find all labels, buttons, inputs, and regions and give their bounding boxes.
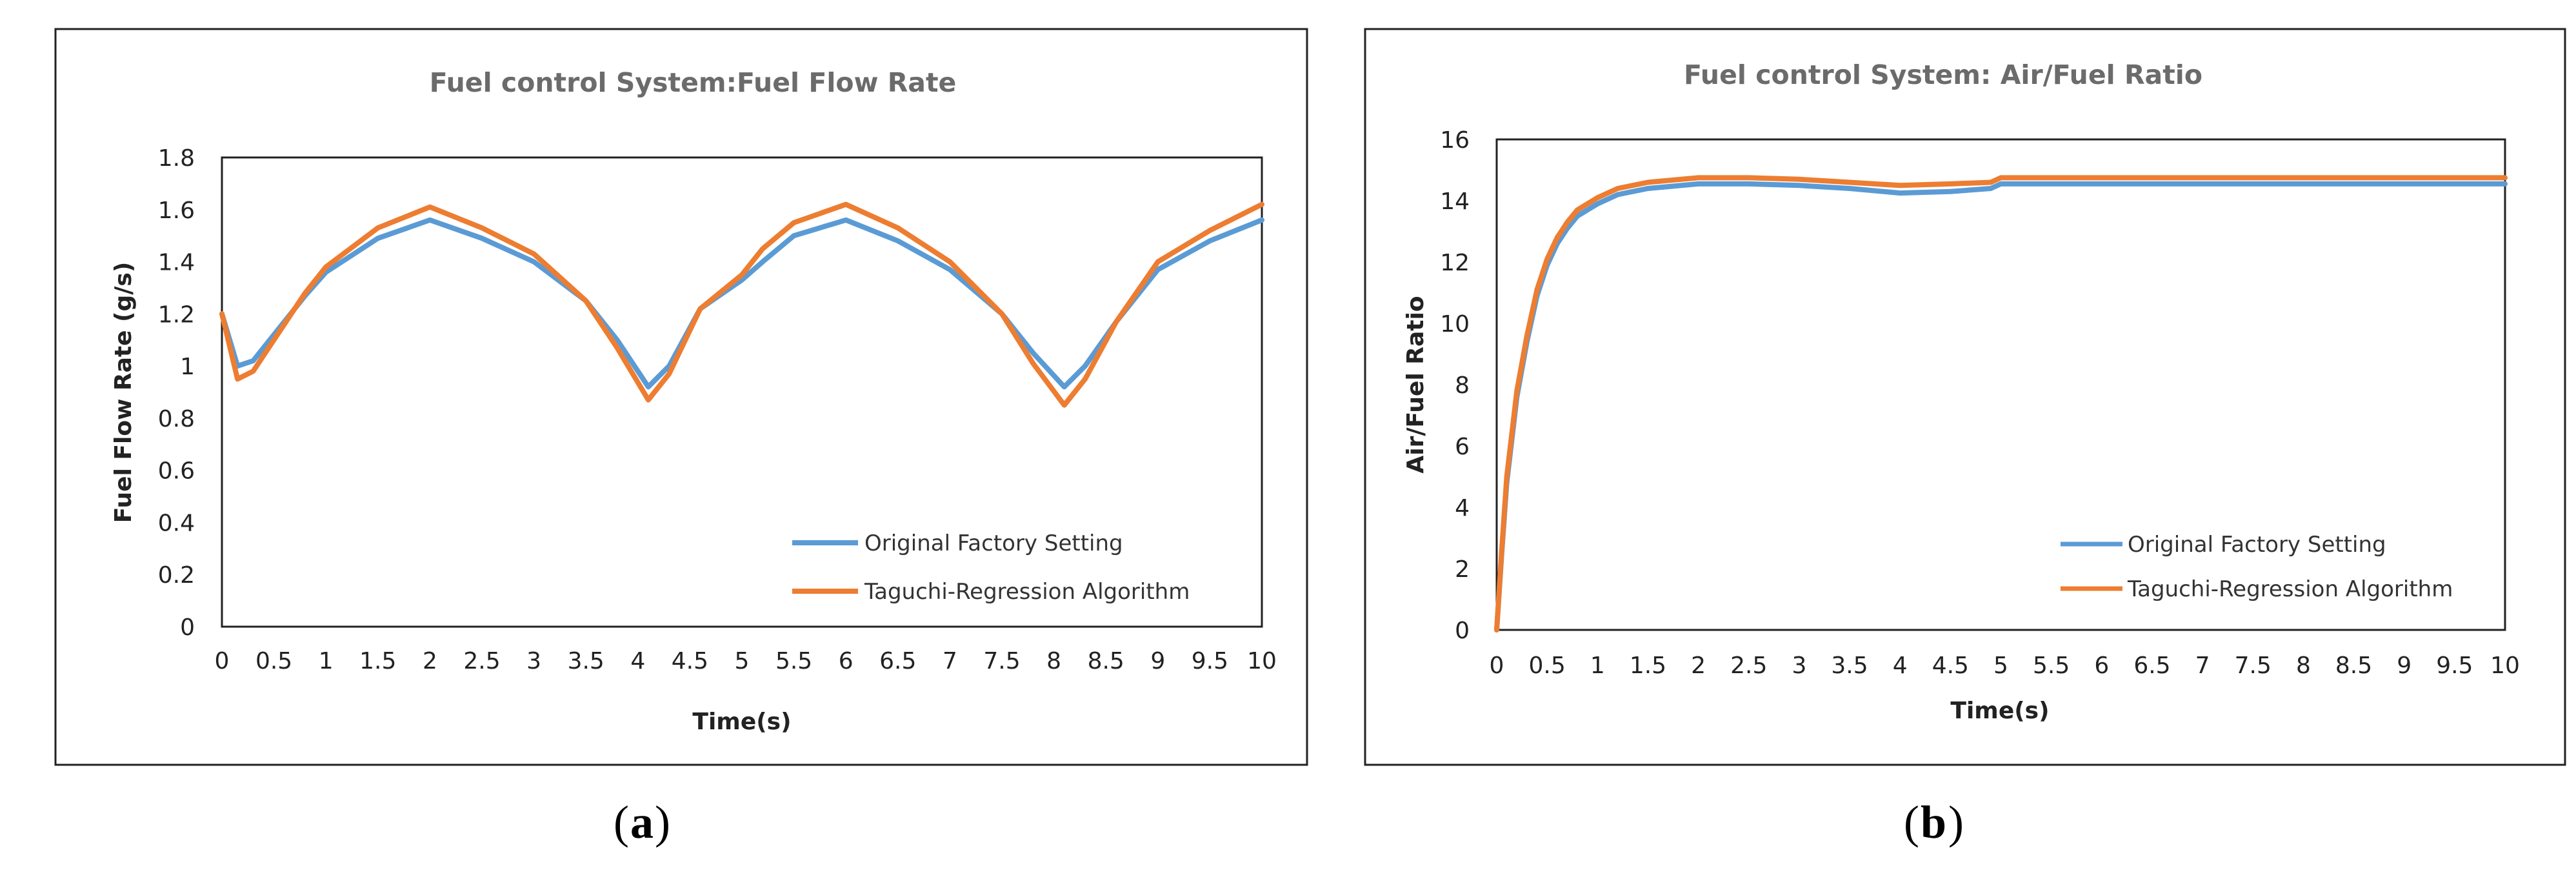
chart-a-legend: Original Factory Setting Taguchi-Regress…: [792, 531, 1190, 605]
caption-b: ( b ): [1904, 796, 1964, 848]
chart-b-y-axis-label: Air/Fuel Ratio: [1403, 296, 1429, 473]
caption-b-letter: b: [1921, 796, 1946, 848]
chart-a-y-tick-1: 0.2: [158, 562, 195, 589]
chart-a-y-tick-labels: 0 0.2 0.4 0.6 0.8 1 1.2 1.4 1.6 1.8: [158, 145, 195, 641]
chart-a-x-tick-19: 9.5: [1192, 648, 1228, 674]
chart-a-y-axis-label: Fuel Flow Rate (g/s): [110, 262, 137, 523]
chart-b-x-tick-13: 6.5: [2133, 652, 2170, 679]
chart-b-y-tick-1: 2: [1455, 556, 1470, 583]
svg-text:(: (: [614, 796, 629, 848]
chart-b-y-tick-6: 12: [1440, 250, 1470, 276]
chart-a-y-tick-7: 1.4: [158, 250, 195, 276]
chart-b-series-line-1: [1494, 175, 2508, 632]
chart-b-x-tick-6: 3: [1792, 652, 1806, 679]
caption-a: ( a ): [614, 796, 670, 848]
chart-a-x-tick-4: 2: [423, 648, 437, 674]
chart-b-x-tick-3: 1.5: [1630, 652, 1666, 679]
chart-b-y-tick-4: 8: [1455, 372, 1470, 399]
chart-a-x-tick-6: 3: [526, 648, 541, 674]
chart-b-x-tick-9: 4.5: [1932, 652, 1969, 679]
caption-a-letter: a: [630, 796, 654, 848]
chart-b-y-tick-2: 4: [1455, 495, 1470, 521]
chart-a-x-axis-label: Time(s): [692, 709, 791, 735]
chart-a-series-line-1: [219, 201, 1264, 408]
chart-a-y-tick-5: 1: [180, 354, 195, 380]
chart-a-y-tick-2: 0.4: [158, 510, 195, 536]
chart-b-x-tick-4: 2: [1691, 652, 1706, 679]
chart-b-y-tick-3: 6: [1455, 434, 1470, 460]
chart-b-x-tick-12: 6: [2094, 652, 2109, 679]
chart-b-frame: [1364, 28, 2566, 766]
chart-b-x-tick-19: 9.5: [2436, 652, 2473, 679]
chart-a-x-tick-14: 7: [943, 648, 957, 674]
chart-b-legend-label-original: Original Factory Setting: [2128, 532, 2386, 558]
chart-a-legend-label-original: Original Factory Setting: [864, 531, 1123, 556]
chart-b-x-tick-20: 10: [2490, 652, 2520, 679]
chart-a-y-tick-6: 1.2: [158, 301, 195, 328]
chart-a-legend-label-taguchi: Taguchi-Regression Algorithm: [864, 579, 1190, 605]
chart-a-x-tick-2: 1: [319, 648, 334, 674]
chart-a-x-tick-9: 4.5: [672, 648, 708, 674]
chart-b-x-tick-14: 7: [2195, 652, 2210, 679]
chart-b-x-tick-17: 8.5: [2335, 652, 2372, 679]
chart-b-x-tick-10: 5: [1993, 652, 2008, 679]
chart-b-x-tick-18: 9: [2397, 652, 2411, 679]
chart-a-x-tick-0: 0: [215, 648, 230, 674]
chart-a-x-tick-8: 4: [630, 648, 645, 674]
chart-a-x-tick-11: 5.5: [775, 648, 812, 674]
chart-a-x-tick-10: 5: [735, 648, 750, 674]
chart-panel-a: Fuel control System:Fuel Flow Rate 00.20…: [54, 28, 1308, 766]
chart-b-x-axis-label: Time(s): [1950, 698, 2049, 724]
chart-b-y-tick-labels: 0 2 4 6 8 10 12 14 16: [1440, 127, 1470, 644]
chart-a-x-tick-13: 6.5: [879, 648, 916, 674]
chart-b-title: Fuel control System: Air/Fuel Ratio: [1684, 59, 2202, 90]
chart-b-y-tick-8: 16: [1440, 127, 1470, 154]
chart-a-series-lines: [219, 201, 1264, 408]
chart-b-y-tick-7: 14: [1440, 188, 1470, 215]
chart-a-x-tick-5: 2.5: [463, 648, 500, 674]
svg-text:): ): [1948, 796, 1964, 848]
chart-a-y-tick-9: 1.8: [158, 145, 195, 172]
chart-b-x-tick-2: 1: [1590, 652, 1605, 679]
chart-panel-b: Fuel control System: Air/Fuel Ratio 0 2 4 6…: [1364, 28, 2566, 766]
chart-b-y-tick-5: 10: [1440, 311, 1470, 338]
chart-a-y-tick-0: 0: [180, 614, 195, 641]
chart-a-x-tick-16: 8: [1046, 648, 1061, 674]
chart-a-y-tick-8: 1.6: [158, 197, 195, 224]
chart-b-x-tick-7: 3.5: [1831, 652, 1868, 679]
chart-a-x-tick-7: 3.5: [568, 648, 604, 674]
chart-a-x-tick-17: 8.5: [1088, 648, 1124, 674]
svg-text:(: (: [1904, 796, 1919, 848]
chart-b-x-tick-5: 2.5: [1730, 652, 1767, 679]
chart-a-x-tick-18: 9: [1150, 648, 1165, 674]
chart-b-x-tick-labels: 0 0.5 1 1.5 2 2.5 3 3.5 4 4.5 5 5.5 6 6.5 7 7.5 8 8.5 9 9.5…: [1490, 652, 2520, 679]
chart-b-x-tick-8: 4: [1893, 652, 1908, 679]
chart-b-plot-area: [1495, 138, 2506, 631]
chart-b-x-tick-11: 5.5: [2033, 652, 2070, 679]
chart-a-plot-area: [221, 156, 1263, 628]
chart-b-series-lines: [1494, 175, 2508, 632]
chart-a-x-tick-labels: 0 0.5 1 1.5 2 2.5 3 3.5 4 4.5 5 5.5 6 6.5 7 7.5 8 8.5 9 9.5…: [215, 648, 1277, 674]
chart-b-legend: Original Factory Setting Taguchi-Regress…: [2061, 532, 2453, 602]
chart-a-x-tick-1: 0.5: [255, 648, 292, 674]
chart-a-title: Fuel control System:Fuel Flow Rate: [430, 67, 957, 98]
chart-a-x-tick-20: 10: [1247, 648, 1277, 674]
svg-text:): ): [655, 796, 670, 848]
chart-a-frame: [54, 28, 1308, 766]
chart-b-x-tick-1: 0.5: [1529, 652, 1566, 679]
chart-a-x-tick-3: 1.5: [359, 648, 396, 674]
chart-b-y-tick-0: 0: [1455, 618, 1470, 644]
chart-a-x-tick-12: 6: [839, 648, 854, 674]
chart-a-y-tick-3: 0.6: [158, 458, 195, 485]
chart-a-y-tick-4: 0.8: [158, 406, 195, 432]
chart-b-x-tick-15: 7.5: [2235, 652, 2271, 679]
chart-b-x-tick-16: 8: [2296, 652, 2311, 679]
chart-a-x-tick-15: 7.5: [983, 648, 1020, 674]
chart-b-legend-label-taguchi: Taguchi-Regression Algorithm: [2127, 576, 2453, 602]
chart-b-x-tick-0: 0: [1490, 652, 1504, 679]
